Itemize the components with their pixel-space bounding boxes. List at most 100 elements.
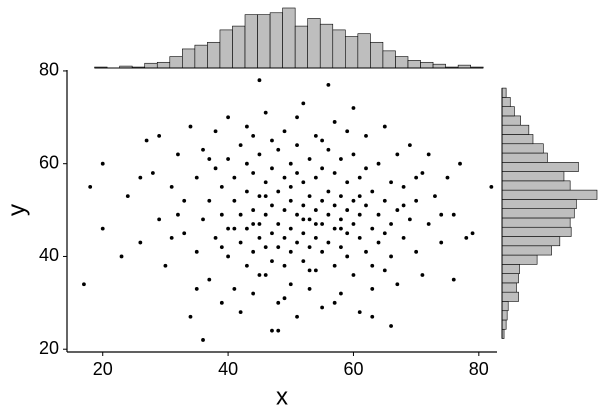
point — [144, 138, 149, 143]
point — [295, 171, 299, 175]
y-histogram-bar — [501, 217, 571, 228]
point — [182, 198, 187, 203]
point — [357, 194, 362, 199]
point — [257, 194, 262, 199]
point — [182, 231, 187, 236]
point — [426, 152, 431, 157]
x-histogram-bar — [194, 44, 208, 69]
point — [420, 171, 425, 175]
point — [389, 324, 393, 328]
point — [295, 115, 299, 120]
point — [282, 296, 287, 301]
point — [263, 180, 268, 185]
point — [458, 161, 462, 166]
point — [376, 212, 381, 217]
point — [376, 161, 381, 166]
point — [251, 133, 256, 138]
point — [282, 175, 287, 180]
y-tick-label: 80 — [39, 60, 59, 80]
point — [213, 166, 218, 171]
x-histogram-bar — [294, 25, 308, 69]
point — [339, 291, 343, 296]
point — [307, 194, 312, 199]
point — [257, 222, 262, 226]
point — [176, 152, 180, 157]
point — [326, 147, 331, 152]
point — [364, 203, 368, 208]
point — [339, 157, 343, 161]
point — [382, 268, 387, 273]
point — [320, 222, 325, 226]
point — [451, 212, 456, 217]
point — [282, 236, 287, 240]
point — [370, 226, 375, 231]
point — [207, 157, 212, 161]
point — [201, 217, 205, 222]
point — [169, 184, 174, 189]
y-histogram-bar — [501, 236, 561, 247]
point — [219, 212, 224, 217]
point — [332, 300, 337, 305]
y-histogram-bar — [501, 124, 530, 135]
point — [288, 184, 293, 189]
point — [326, 82, 331, 87]
point — [157, 133, 162, 138]
y-histogram-bar — [501, 199, 577, 209]
point — [382, 124, 387, 129]
point — [364, 166, 368, 171]
point — [282, 129, 287, 134]
point — [288, 198, 293, 203]
y-histogram-bar — [501, 87, 507, 98]
point — [213, 236, 218, 240]
x-histogram-bar — [319, 23, 334, 69]
point — [395, 282, 400, 287]
point — [464, 236, 469, 240]
y-histogram-bar — [501, 301, 509, 312]
point — [251, 208, 256, 212]
point — [313, 268, 318, 273]
point — [232, 198, 237, 203]
point — [238, 240, 243, 245]
y-histogram-bar — [501, 143, 544, 154]
x-histogram-bar — [257, 14, 271, 69]
point — [251, 171, 256, 175]
point — [382, 198, 387, 203]
point — [226, 226, 230, 231]
point — [263, 245, 268, 250]
x-histogram-bar — [244, 14, 258, 69]
point — [370, 189, 375, 194]
point — [339, 245, 343, 250]
x-histogram-bar — [144, 62, 158, 69]
point — [201, 147, 205, 152]
point — [307, 268, 312, 273]
point — [270, 328, 274, 333]
point — [119, 254, 124, 259]
x-histogram-bar — [370, 41, 384, 69]
point — [301, 101, 306, 106]
point — [257, 236, 262, 240]
point — [219, 300, 224, 305]
point — [244, 263, 249, 268]
point — [345, 208, 350, 212]
y-histogram-bar — [501, 319, 507, 330]
point — [157, 217, 162, 222]
y-histogram-bar — [501, 273, 519, 284]
point — [489, 184, 494, 189]
x-histogram-bar — [357, 33, 371, 69]
point — [395, 152, 400, 157]
point — [313, 236, 318, 240]
point — [270, 166, 274, 171]
point — [213, 129, 218, 134]
point — [301, 231, 306, 236]
point — [389, 180, 393, 185]
point — [244, 161, 249, 166]
point — [257, 273, 262, 277]
point — [238, 310, 243, 315]
point — [270, 259, 274, 263]
point — [439, 240, 444, 245]
point — [389, 222, 393, 226]
point — [100, 161, 105, 166]
point — [163, 263, 168, 268]
x-histogram-bar — [232, 25, 246, 69]
